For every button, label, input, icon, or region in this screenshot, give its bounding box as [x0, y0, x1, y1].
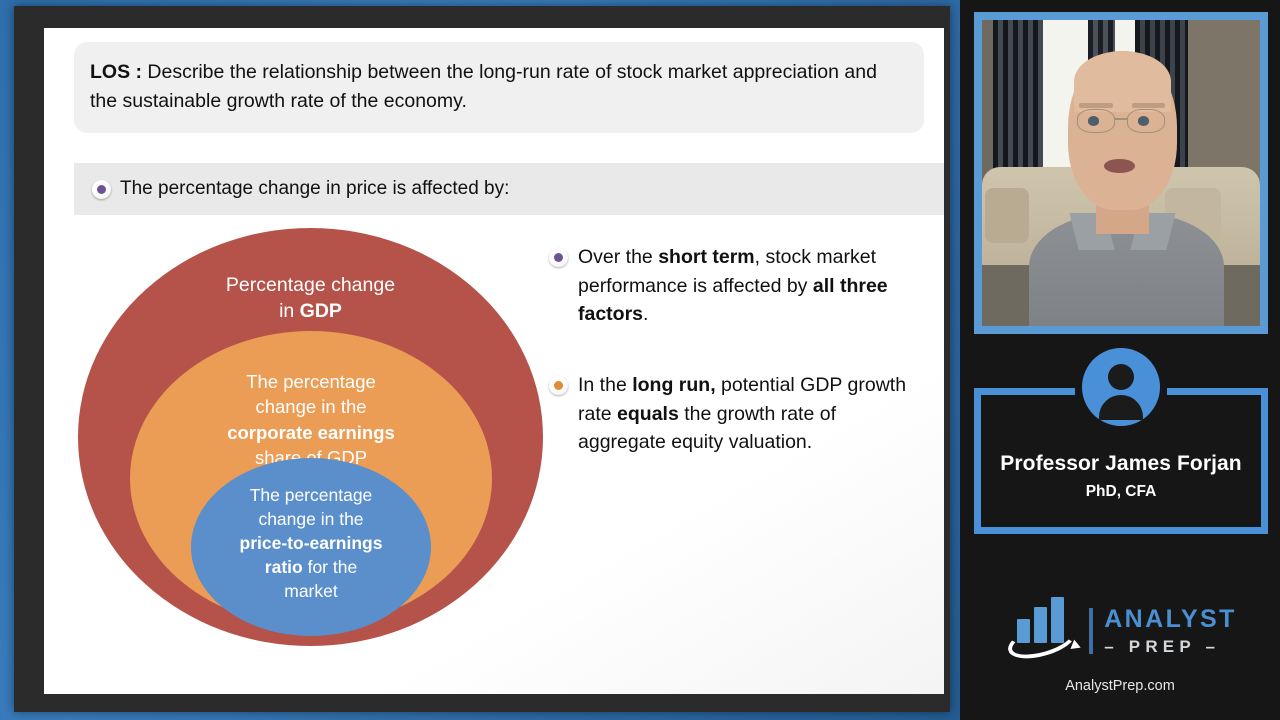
video-curtain-left	[993, 20, 1044, 186]
analystprep-logo[interactable]: ANALYST – PREP –	[1003, 597, 1237, 666]
logo-wordmark: ANALYST – PREP –	[1104, 605, 1237, 656]
pe-line4-rest: for the	[302, 556, 358, 577]
ellipse-corporate-earnings-label: The percentage change in the corporate e…	[130, 369, 492, 470]
logo-bar-2	[1034, 607, 1048, 643]
nameplate-text: Professor James Forjan PhD, CFA	[974, 452, 1268, 501]
corp-line3-bold: corporate earnings	[227, 421, 395, 443]
avatar-shoulders	[1099, 395, 1143, 420]
pe-line4-bold: ratio	[264, 556, 303, 577]
brand-logo-area: ANALYST – PREP – AnalystPrep.com	[960, 597, 1280, 694]
slide-canvas: LOS : Describe the relationship between …	[44, 28, 944, 694]
gdp-line2-bold: GDP	[299, 300, 342, 323]
gdp-line2-prefix: in	[279, 300, 300, 323]
purple-dot-bullet-icon	[549, 248, 568, 267]
purple-dot-bullet-icon	[92, 179, 111, 199]
logo-bar-1	[1017, 619, 1031, 643]
slide-frame: LOS : Describe the relationship between …	[14, 6, 950, 712]
instructor-nameplate: Professor James Forjan PhD, CFA	[974, 348, 1268, 534]
pe-line1: The percentage	[249, 485, 373, 505]
video-person-scalp	[1073, 50, 1172, 112]
video-person-mouth	[1104, 159, 1135, 173]
orange-dot-bullet-icon	[549, 375, 568, 395]
ellipse-gdp-label: Percentage change in GDP	[78, 272, 543, 325]
instructor-name: Professor James Forjan	[1000, 452, 1242, 475]
person-avatar-icon	[1082, 348, 1160, 426]
slide-point-long-run-text: In the long run, potential GDP growth ra…	[578, 373, 907, 454]
bar-chart-swoosh-logo-icon	[1003, 597, 1083, 666]
slide-point-short-term-text: Over the short term, stock market perfor…	[578, 246, 888, 326]
gdp-line1: Percentage change	[225, 274, 396, 296]
video-eyeglass-bridge	[1115, 117, 1127, 120]
slide-point-long-run: In the long run, potential GDP growth ra…	[549, 371, 914, 457]
instructor-video-frame	[974, 12, 1268, 334]
avatar-head	[1108, 364, 1134, 390]
video-eye-right	[1137, 116, 1149, 126]
video-eyebrow-right	[1132, 102, 1166, 108]
pe-line3-bold: price-to-earnings	[239, 532, 383, 553]
lead-bullet-strip: The percentage change in price is affect…	[74, 163, 944, 215]
instructor-webcam-video[interactable]	[982, 20, 1260, 326]
video-pillow-left	[984, 188, 1030, 244]
slide-points-list: Over the short term, stock market perfor…	[549, 243, 914, 499]
pe-line5: market	[284, 580, 338, 601]
ellipse-price-to-earnings: The percentage change in the price-to-ea…	[191, 458, 431, 636]
video-eyeglass-right	[1126, 108, 1166, 134]
los-label: LOS :	[90, 61, 142, 83]
logo-brand-top: ANALYST	[1104, 605, 1237, 633]
pe-line2: change in the	[258, 508, 364, 529]
ellipse-price-to-earnings-label: The percentage change in the price-to-ea…	[191, 484, 431, 604]
los-text: LOS : Describe the relationship between …	[90, 58, 906, 115]
los-callout: LOS : Describe the relationship between …	[74, 42, 924, 134]
logo-divider	[1089, 608, 1094, 654]
video-eyebrow-left	[1079, 102, 1113, 108]
nested-ellipse-diagram: Percentage change in GDP The percentage …	[54, 223, 543, 668]
slide-area: LOS : Describe the relationship between …	[0, 0, 960, 720]
logo-swoosh-arrow-icon	[1070, 639, 1083, 653]
lead-bullet-label: The percentage change in price is affect…	[120, 178, 510, 199]
logo-bar-3	[1051, 597, 1065, 643]
site-url-label: AnalystPrep.com	[1065, 678, 1175, 694]
instructor-sidebar: Professor James Forjan PhD, CFA ANALYST …	[960, 0, 1280, 720]
corp-line1: The percentage	[246, 371, 376, 392]
video-eye-left	[1087, 116, 1099, 126]
instructor-credentials: PhD, CFA	[1085, 483, 1157, 500]
slide-point-short-term: Over the short term, stock market perfor…	[549, 243, 914, 329]
los-body: Describe the relationship between the lo…	[90, 61, 877, 112]
corp-line2: change in the	[255, 396, 367, 418]
logo-brand-bottom: – PREP –	[1104, 637, 1221, 656]
video-eyeglass-left	[1076, 108, 1116, 134]
